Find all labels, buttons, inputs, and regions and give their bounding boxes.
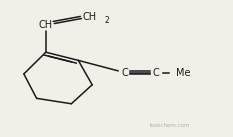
Text: C: C — [153, 68, 159, 78]
Text: CH: CH — [83, 12, 97, 22]
Text: lookchem.com: lookchem.com — [150, 123, 190, 128]
Text: CH: CH — [39, 20, 53, 30]
Text: 2: 2 — [105, 16, 110, 25]
Text: Me: Me — [175, 68, 190, 78]
Text: C: C — [121, 68, 128, 78]
